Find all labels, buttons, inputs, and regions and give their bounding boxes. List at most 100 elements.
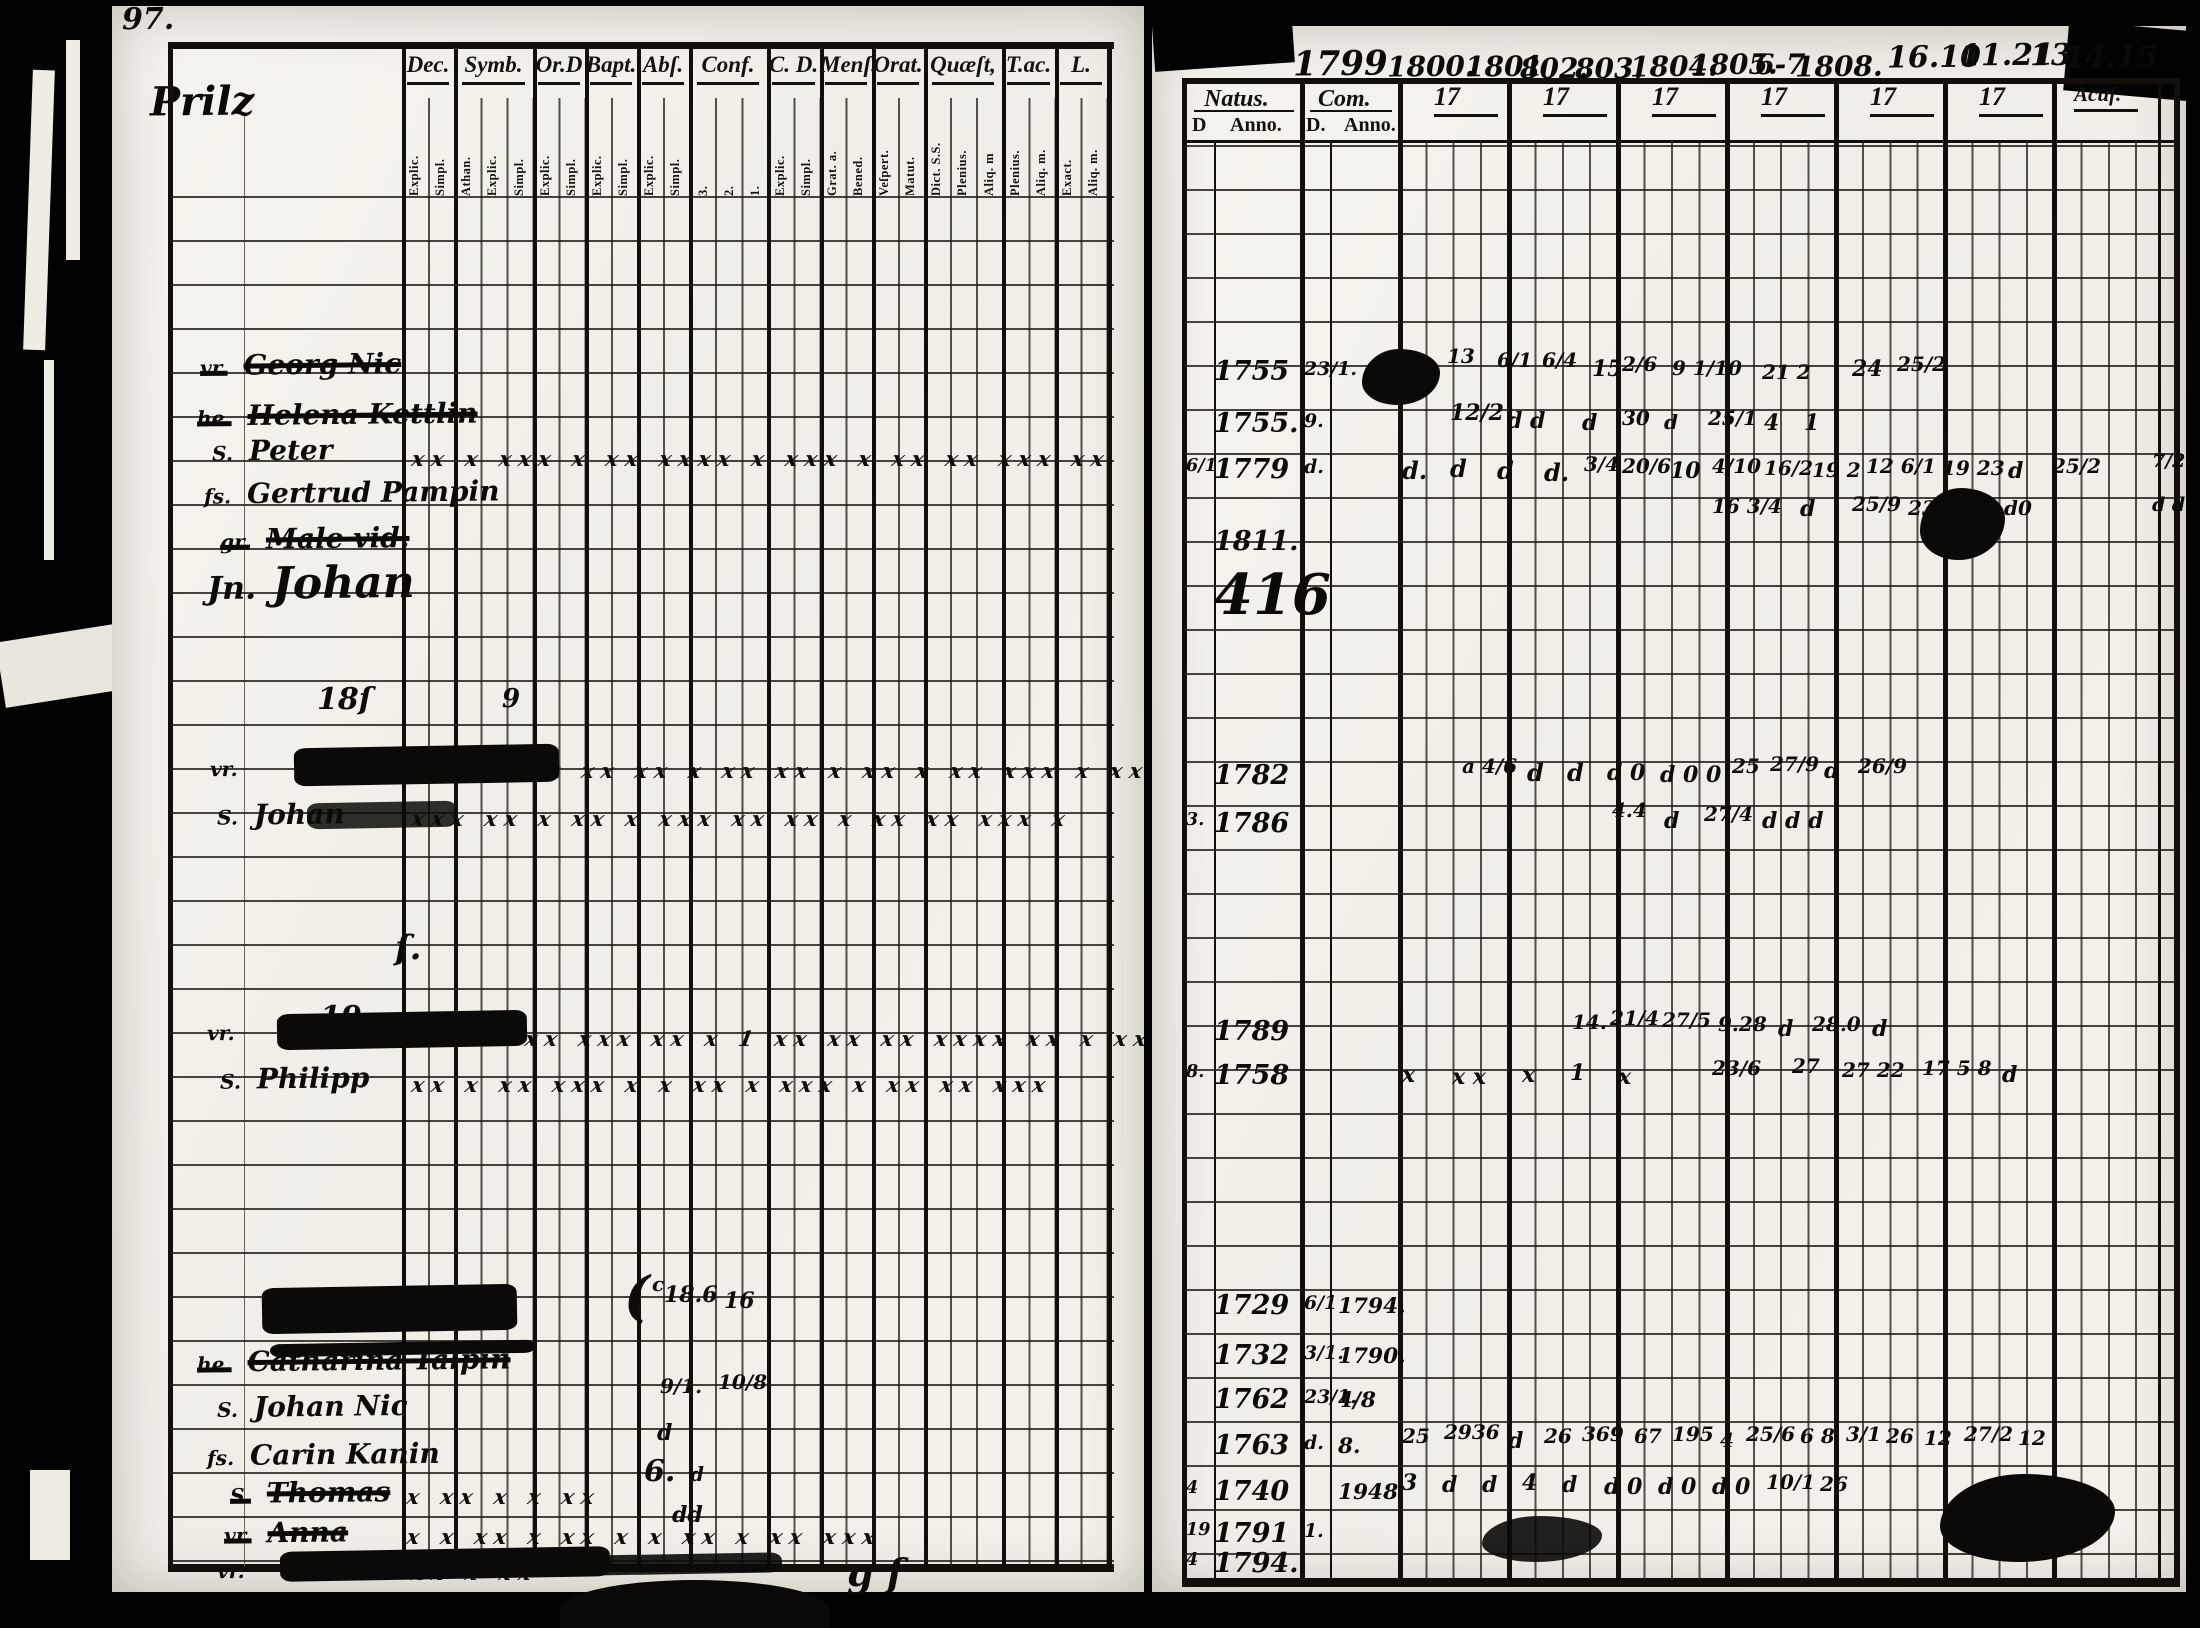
ink-blot [1482,1516,1602,1562]
name-prefix: vr. [199,355,228,381]
column-sub-label: Explic. [485,155,499,196]
cell-mark: 195 [1672,1422,1714,1446]
column-sub-label: Grat. a. [825,150,839,196]
cell-mark: 7/2 [2152,450,2186,472]
natus-day: 19 [1186,1520,1211,1540]
ink-smear [261,1283,518,1335]
cell-mark: d 0 0 [1660,762,1722,788]
com-year: 1948 [1338,1480,1399,1505]
cell-mark: d d d [1762,808,1824,834]
annotation: g ſ [847,1550,904,1595]
xmark-row: xx xx xxx xx x 1 xx xx xx xxxx xx x xx [469,1026,1156,1051]
natus-day: 6/1 [1186,456,1217,476]
com-underline [1310,110,1392,112]
cell-mark: 4 [1720,1428,1734,1452]
name-row: vr. [207,1014,251,1047]
column-sub-label: Simpl. [512,158,526,196]
natus-year: 1779 [1214,454,1290,485]
cell-mark: 27/2 [1964,1422,2014,1446]
annotation: ſ. [395,928,422,968]
cell-mark: 10 [1670,458,1701,484]
name-row: Jn. Johan [207,557,415,610]
scan-shadow-blob [560,1580,830,1628]
name-text: Anna [267,1515,349,1550]
cell-mark: 4.4 [1612,798,1647,822]
column-sub-label: Bened. [851,156,865,196]
cell-mark: d [1567,758,1584,787]
com-day: d. [1304,456,1324,478]
right-page: 1799 1800. 1801 802. 803. 1804. 1805. 6-7 1808. 1… [1152,16,2199,1592]
xmark-row: xxx xx x xx x xxx xx xx x xx xx xxx x [409,806,1074,831]
year-row: 8. 1758 [1152,1060,2186,1104]
natus-year: 1789 [1214,1016,1290,1047]
column-sub-label: Explic. [590,155,604,196]
com-year: 1790. [1338,1344,1406,1369]
name-row: S. Peter [212,433,333,467]
cell-mark: d [1664,410,1678,434]
cell-mark: 19 2 [1812,458,1861,482]
cell-mark: d [1800,496,1816,522]
name-prefix: vr. [206,1020,235,1046]
name-prefix: S. [211,441,234,466]
cell-mark: d [1450,454,1467,483]
column-sub-label: 2. [722,185,736,196]
scan-shadow [1152,16,1295,72]
cell-mark: 26 [1544,1424,1572,1448]
cell-mark: 9 1/10 [1672,356,1742,380]
year-row: 19 1791 1. [1152,1518,2186,1562]
xmark-row: x xx x x xx [404,1484,604,1509]
com-year: 1794. [1338,1294,1406,1319]
cell-mark: 2936 [1444,1420,1500,1444]
column-group-label: Symb. [454,52,533,85]
cell-mark: 24 [1852,356,1883,382]
cell-mark: 12 [2018,1426,2046,1450]
cell-mark: x x [1452,1064,1486,1090]
cell-mark: 25/2 [1897,352,1947,376]
column-sub-label: Explic. [642,155,656,196]
cell-mark: 3 [1402,1470,1418,1496]
sub-anno-label: Anno. [1230,114,1282,136]
ink-blot [1940,1474,2115,1562]
margin-title: Prilz [149,77,255,126]
column-group-label: T.ac. [1002,52,1055,85]
name-row: vr. Anna [224,1515,348,1549]
xmark-row: xxx x xx xx x xx xx x xx x xx xxx x xx [472,758,1152,783]
year-row: 1811. [1152,526,2186,570]
name-prefix: gr. [219,529,251,554]
cell-mark: 4/10 [1712,454,1762,478]
cell-mark: 26 [1820,1472,1848,1496]
cell-mark: 26 [1886,1424,1914,1448]
annotation: 9 [502,684,521,714]
cell-mark: 4 [1522,1470,1538,1496]
cell-mark: 20/6 [1622,454,1672,478]
name-row [232,1292,248,1325]
cell-mark: 1 [1570,1060,1586,1086]
cell-mark: 28.0 [1812,1012,1861,1036]
column-lines [402,98,1109,1566]
cell-mark: 3/4 [1584,452,1620,476]
cell-mark: 25 [1732,754,1760,778]
column-group-label: Bapt. [585,52,637,85]
column-group-label: L. [1055,52,1107,85]
name-row: fs. Carin Kanin [207,1437,440,1472]
annotation: 6. [644,1454,676,1489]
column-sub-label: Plenius. [1008,149,1022,196]
cell-mark: d 0 [1658,1474,1697,1500]
sub-d-label: D [1192,114,1207,136]
com-day: 23/1. [1304,358,1357,380]
year-row: 1789 [1152,1016,2186,1060]
cell-mark: d [1664,808,1680,834]
natus-year: 1782 [1214,760,1290,791]
column-group-label: Or.D [533,52,585,85]
left-page: 97. Prilz Dec. [112,2,1156,1595]
ink-blot [1920,488,2005,560]
natus-year: 1755 [1214,356,1290,387]
column-sub-label: Simpl. [668,158,682,196]
natus-year: 1758 [1214,1060,1290,1091]
annotation: c [652,1272,665,1296]
decade-label: 17 [1979,82,2043,117]
name-row: fs. Gertrud Pampin [204,474,500,510]
decade-label: 17 [1870,82,1934,117]
name-prefix: S. [229,1483,252,1508]
cell-mark: 23/6 [1712,1056,1762,1080]
